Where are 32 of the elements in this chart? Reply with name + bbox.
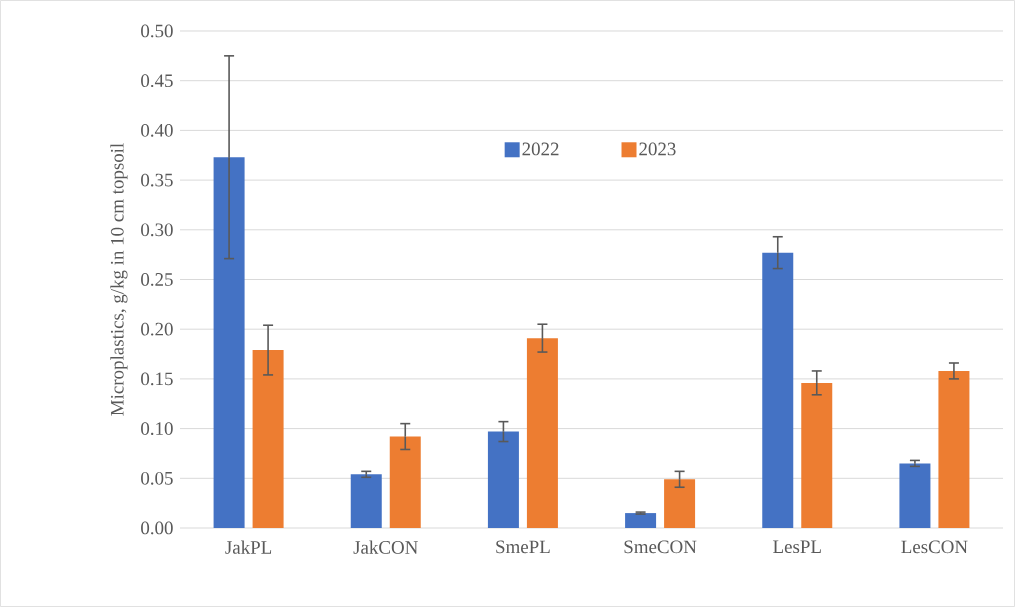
bar (664, 479, 696, 528)
x-tick-label: LesPL (773, 540, 821, 554)
x-tick-label: SmeCON (624, 540, 697, 554)
bar (899, 463, 931, 528)
y-tick-label: 0.15 (141, 372, 173, 386)
y-tick-label: 0.50 (141, 24, 173, 38)
bar (252, 350, 284, 528)
y-tick-label: 0.30 (141, 223, 173, 237)
y-tick-label: 0.05 (141, 471, 173, 485)
y-tick-label: 0.10 (141, 422, 173, 436)
x-tick-label: JakCON (353, 540, 418, 554)
bar (487, 431, 519, 528)
bar (938, 370, 970, 528)
bar (625, 513, 657, 528)
bar (801, 382, 833, 528)
bar (213, 157, 245, 528)
y-tick-label: 0.25 (141, 273, 173, 286)
y-tick-label: 0.45 (141, 74, 173, 88)
y-tick-label: 0.00 (141, 521, 173, 535)
bar (526, 338, 558, 528)
legend-label: 2023 (639, 142, 676, 156)
y-tick-label: 0.40 (141, 123, 173, 137)
y-axis-title: Microplastics, g/kg in 10 cm topsoil (110, 143, 128, 416)
x-tick-label: SmePL (496, 540, 550, 554)
x-tick-label: JakPL (225, 540, 272, 554)
x-tick-label: LesCON (901, 540, 968, 554)
legend-label: 2022 (522, 142, 559, 156)
bar (350, 474, 382, 528)
bar (389, 436, 421, 528)
bar (762, 252, 794, 528)
y-tick-label: 0.20 (141, 322, 173, 336)
y-tick-label: 0.35 (141, 173, 173, 187)
